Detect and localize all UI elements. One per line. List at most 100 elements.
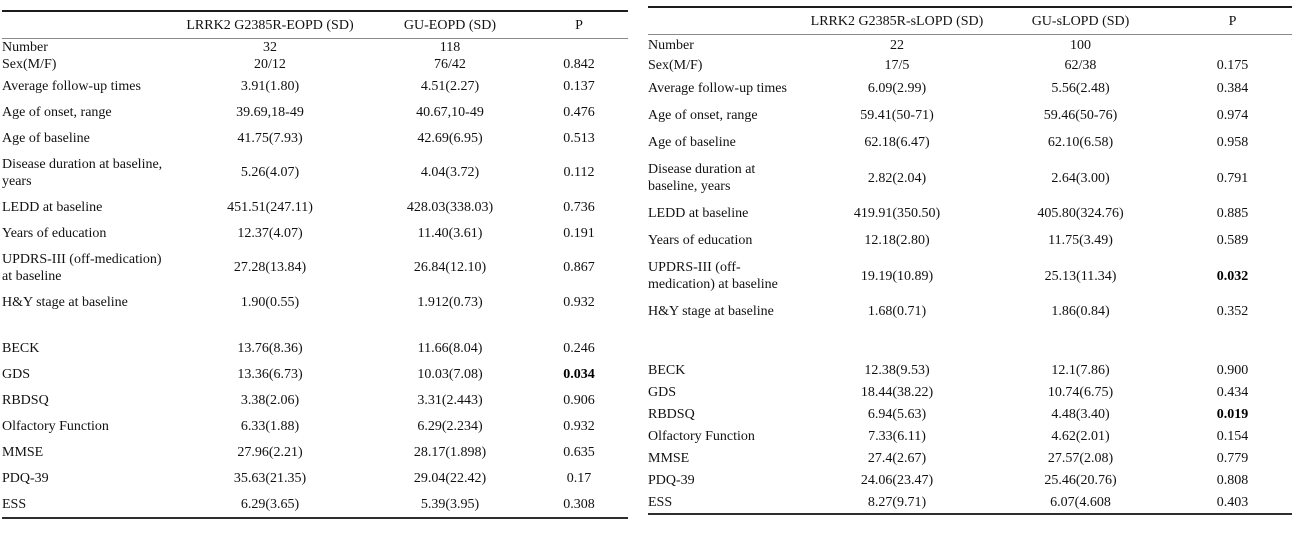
value-group1: 27.4(2.67) (867, 450, 927, 466)
value-group1: 1.90(0.55) (240, 294, 300, 310)
header-lrrk2-slopd: LRRK2 G2385R-sLOPD (SD) (806, 7, 988, 35)
value-group1: 3.38(2.06) (240, 392, 300, 408)
table-row: Years of education 12.18(2.80) 11.75(3.4… (648, 227, 1292, 254)
value-group2: 4.48(3.40) (1051, 406, 1110, 422)
value-group2: 29.04(22.42) (413, 470, 487, 486)
row-label: LEDD at baseline (648, 206, 749, 221)
header-gu-eopd: GU-EOPD (SD) (370, 11, 530, 39)
p-value: 0.191 (563, 225, 595, 241)
row-label: MMSE (2, 444, 44, 460)
row-label: UPDRS-III (off-medication) at baseline (648, 260, 778, 292)
p-value: 0.900 (1216, 362, 1249, 378)
value-group2: 6.29(2.234) (417, 418, 483, 434)
value-group1: 6.94(5.63) (867, 406, 927, 422)
value-group1: 20/12 (254, 57, 286, 72)
value-group1: 41.75(7.93) (237, 130, 303, 146)
p-value: 0.974 (1216, 108, 1249, 123)
row-label: RBDSQ (648, 406, 695, 422)
value-group2: 11.75(3.49) (1048, 233, 1113, 248)
header-p: P (1173, 7, 1292, 35)
p-value: 0.352 (1216, 304, 1249, 319)
value-group2: 76/42 (434, 57, 466, 72)
p-value: 0.513 (563, 130, 595, 146)
value-group1: 19.19(10.89) (860, 268, 934, 284)
table-row: UPDRS-III (off-medication) at baseline 2… (2, 246, 628, 289)
table-row: PDQ-39 35.63(21.35) 29.04(22.42) 0.17 (2, 465, 628, 491)
p-value: 0.032 (1216, 268, 1249, 284)
header-empty-cell (648, 7, 806, 35)
table-row: Olfactory Function 6.33(1.88) 6.29(2.234… (2, 413, 628, 439)
value-group2: 4.51(2.27) (420, 78, 480, 94)
table-row: Olfactory Function 7.33(6.11) 4.62(2.01)… (648, 425, 1292, 447)
value-group1: 35.63(21.35) (233, 470, 307, 486)
p-value: 0.958 (1216, 135, 1249, 150)
row-label: MMSE (648, 450, 690, 466)
value-group1: 1.68(0.71) (867, 304, 927, 319)
table-row: ESS 8.27(9.71) 6.07(4.608 0.403 (648, 491, 1292, 514)
value-group2: 2.64(3.00) (1051, 170, 1110, 186)
table-eopd-comparison: LRRK2 G2385R-EOPD (SD) GU-EOPD (SD) P Nu… (2, 10, 628, 519)
p-value: 0.384 (1216, 81, 1249, 96)
p-value: 0.019 (1216, 406, 1249, 422)
table-row: BECK 13.76(8.36) 11.66(8.04) 0.246 (2, 335, 628, 361)
eopd-table: LRRK2 G2385R-EOPD (SD) GU-EOPD (SD) P Nu… (2, 10, 628, 519)
table-row: Age of baseline 41.75(7.93) 42.69(6.95) … (2, 125, 628, 151)
table-row: Age of onset, range 39.69,18-49 40.67,10… (2, 99, 628, 125)
table-row: Sex(M/F) 20/12 76/42 0.842 (2, 56, 628, 73)
value-group1: 12.18(2.80) (864, 233, 930, 248)
value-group2: 4.04(3.72) (420, 165, 480, 180)
value-group1: 419.91(350.50) (853, 206, 941, 221)
row-label: UPDRS-III (off-medication) at baseline (2, 251, 162, 284)
value-group1: 5.26(4.07) (240, 165, 300, 180)
row-label: Olfactory Function (648, 428, 755, 444)
value-group2: 3.31(2.443) (417, 392, 483, 408)
value-group1: 27.96(2.21) (237, 444, 303, 460)
row-label: ESS (2, 496, 27, 512)
row-label: BECK (648, 362, 686, 378)
row-label: Age of onset, range (648, 108, 758, 123)
p-value (1173, 35, 1292, 56)
row-label: BECK (2, 340, 40, 356)
p-value (530, 39, 628, 57)
table-row: Number 22 100 (648, 35, 1292, 56)
value-group2: 5.39(3.95) (420, 496, 480, 512)
p-value: 0.906 (563, 392, 595, 408)
value-group1: 2.82(2.04) (867, 170, 927, 186)
row-label: Disease duration at baseline, years (648, 162, 756, 194)
value-group1: 13.76(8.36) (237, 340, 303, 356)
p-value: 0.808 (1216, 472, 1249, 488)
value-group2: 25.46(20.76) (1044, 472, 1117, 488)
row-label: PDQ-39 (2, 470, 49, 486)
p-value: 0.842 (563, 57, 595, 72)
row-label: Average follow-up times (648, 81, 787, 96)
value-group2: 42.69(6.95) (417, 130, 483, 146)
row-label: Olfactory Function (2, 418, 109, 434)
value-group1: 13.36(6.73) (237, 366, 303, 382)
value-group1: 6.09(2.99) (867, 81, 927, 96)
p-value: 0.175 (1216, 57, 1249, 73)
table-row: ESS 6.29(3.65) 5.39(3.95) 0.308 (2, 491, 628, 518)
value-group2: 4.62(2.01) (1051, 428, 1110, 444)
value-group2: 405.80(324.76) (1037, 206, 1124, 221)
value-group1: 8.27(9.71) (867, 494, 927, 510)
p-value: 0.885 (1216, 206, 1249, 221)
p-value: 0.034 (563, 366, 595, 382)
p-value: 0.434 (1216, 384, 1249, 400)
p-value: 0.308 (563, 496, 595, 512)
p-value: 0.932 (563, 418, 595, 434)
table-row: H&Y stage at baseline 1.68(0.71) 1.86(0.… (648, 298, 1292, 325)
value-group2: 26.84(12.10) (413, 260, 487, 275)
value-group2: 10.74(6.75) (1047, 384, 1114, 400)
table-row: Age of onset, range 59.41(50-71) 59.46(5… (648, 102, 1292, 129)
table-row: Disease duration at baseline, years 5.26… (2, 151, 628, 194)
p-value: 0.736 (563, 199, 595, 215)
row-label: PDQ-39 (648, 472, 695, 488)
value-group2: 5.56(2.48) (1051, 81, 1110, 96)
value-group1: 6.29(3.65) (240, 496, 300, 512)
table-row: MMSE 27.4(2.67) 27.57(2.08) 0.779 (648, 447, 1292, 469)
row-label: Sex(M/F) (648, 57, 703, 73)
row-label: Number (648, 37, 694, 53)
value-group1: 17/5 (884, 57, 910, 73)
p-value: 0.589 (1216, 233, 1249, 248)
